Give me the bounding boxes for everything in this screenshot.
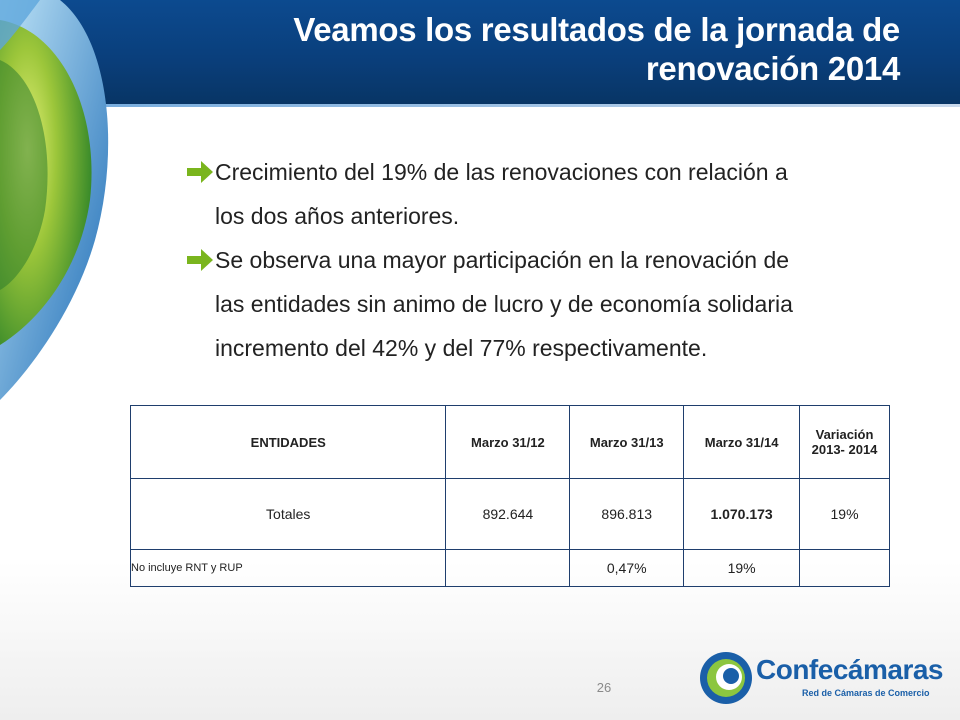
header-divider xyxy=(0,104,960,107)
cell-note-empty xyxy=(445,549,571,587)
header-band xyxy=(0,0,960,104)
slide-title: Veamos los resultados de la jornada de r… xyxy=(140,10,900,88)
cell-totals-2014: 1.070.173 xyxy=(683,478,801,550)
decorative-swirl-graphic xyxy=(0,0,109,400)
header-cell-march-2013: Marzo 31/13 xyxy=(569,405,685,479)
renewals-table: ENTIDADES Marzo 31/12 Marzo 31/13 Marzo … xyxy=(129,405,890,587)
cell-totals-variation: 19% xyxy=(799,478,890,550)
page-number: 26 xyxy=(596,680,612,695)
bullet-text-line: Crecimiento del 19% de las renovaciones … xyxy=(215,159,788,185)
header-cell-march-2014: Marzo 31/14 xyxy=(683,405,801,479)
bullet-text-line: Se observa una mayor participación en la… xyxy=(215,247,790,273)
cell-totals-2012: 892.644 xyxy=(445,478,571,550)
bullet-text-line: las entidades sin animo de lucro y de ec… xyxy=(215,291,793,317)
cell-totals-2013: 896.813 xyxy=(569,478,685,550)
cell-note-percent-2: 19% xyxy=(683,549,801,587)
title-line-2: renovación 2014 xyxy=(645,50,900,87)
bullet-text-line: incremento del 42% y del 77% respectivam… xyxy=(215,335,708,361)
table-header-row: ENTIDADES Marzo 31/12 Marzo 31/13 Marzo … xyxy=(129,405,890,479)
bullet-text-line: los dos años anteriores. xyxy=(215,203,460,229)
cell-note-percent-1: 0,47% xyxy=(569,549,685,587)
bullet-list: Crecimiento del 19% de las renovaciones … xyxy=(185,150,905,370)
confecamaras-logo: Confecámaras Red de Cámaras de Comercio xyxy=(698,648,948,708)
green-arrow-icon xyxy=(187,249,213,271)
header-cell-entities: ENTIDADES xyxy=(129,405,447,479)
cell-totals-label: Totales xyxy=(129,478,447,550)
header-cell-march-2012: Marzo 31/12 xyxy=(445,405,571,479)
logo-tagline: Red de Cámaras de Comercio xyxy=(802,688,930,698)
table-row-totals: Totales 892.644 896.813 1.070.173 19% xyxy=(129,478,890,550)
bullet-item-growth: Crecimiento del 19% de las renovaciones … xyxy=(185,150,905,238)
cell-note-label: No incluye RNT y RUP xyxy=(129,549,447,587)
header-variation-line-1: Variación xyxy=(815,427,874,442)
logo-wordmark-part1: Conf xyxy=(756,654,818,685)
table-row-note: No incluye RNT y RUP 0,47% 19% xyxy=(129,549,890,587)
title-line-1: Veamos los resultados de la jornada de xyxy=(293,11,900,48)
logo-wordmark-part2: ecámaras xyxy=(817,654,944,685)
header-cell-variation: Variación 2013- 2014 xyxy=(799,405,890,479)
bullet-item-participation: Se observa una mayor participación en la… xyxy=(185,238,905,370)
logo-wordmark: Confecámaras xyxy=(756,654,944,686)
header-variation-line-2: 2013- 2014 xyxy=(811,442,878,457)
logo-swirl-icon xyxy=(700,652,752,704)
green-arrow-icon xyxy=(187,161,213,183)
cell-note-empty-last xyxy=(799,549,890,587)
